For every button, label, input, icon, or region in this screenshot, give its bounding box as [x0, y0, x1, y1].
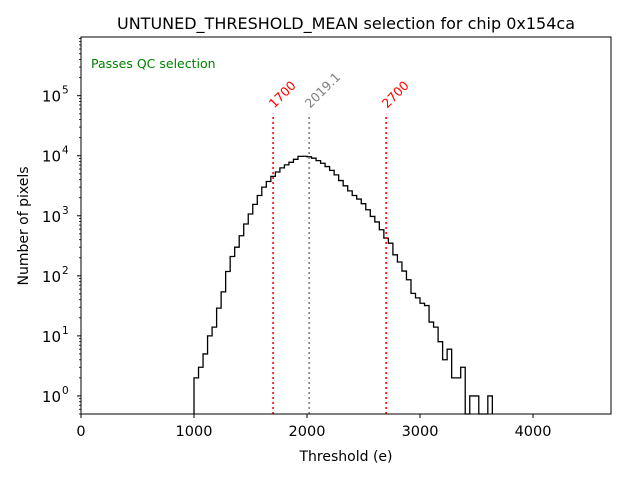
- y-tick-exponent: 5: [62, 85, 69, 97]
- histogram-bin: [257, 195, 262, 414]
- histogram-bin: [474, 396, 479, 414]
- histogram-bin: [239, 236, 244, 414]
- histogram-bin: [488, 396, 493, 414]
- histogram-bin: [262, 187, 267, 414]
- x-tick-label: 4000: [515, 424, 552, 440]
- histogram-bin: [325, 167, 330, 414]
- y-tick-label: 10: [42, 88, 61, 106]
- histogram-bin: [348, 191, 353, 414]
- histogram-bin: [312, 158, 317, 414]
- histogram-bin: [375, 222, 380, 414]
- histogram-bin: [411, 293, 416, 414]
- histogram-bin: [212, 327, 217, 414]
- histogram-bin: [226, 272, 231, 414]
- axes-frame: [80, 36, 612, 415]
- histogram-bin: [393, 255, 398, 414]
- y-tick-label: 10: [42, 148, 61, 166]
- histogram-bin: [307, 157, 312, 414]
- y-tick-exponent: 0: [62, 385, 69, 397]
- x-tick-label: 0: [76, 424, 85, 440]
- y-tick-exponent: 4: [62, 145, 69, 157]
- histogram-bin: [330, 170, 335, 414]
- histogram-bin: [248, 214, 253, 414]
- x-tick-label: 1000: [176, 424, 213, 440]
- histogram-bin: [452, 378, 457, 414]
- histogram-bin: [429, 322, 434, 414]
- histogram-bin: [293, 159, 298, 414]
- histogram-bin: [447, 349, 452, 414]
- histogram-layer: [193, 155, 493, 415]
- histogram-bin: [289, 162, 294, 414]
- x-axis-label: Threshold (e): [299, 449, 393, 465]
- histogram-bin: [235, 247, 240, 414]
- x-tick-label: 2000: [289, 424, 326, 440]
- histogram-bin: [406, 280, 411, 414]
- histogram-bin: [334, 175, 339, 414]
- histogram-bin: [253, 204, 258, 414]
- histogram-bin: [461, 367, 466, 414]
- histogram-bin: [388, 243, 393, 414]
- histogram-bin: [266, 182, 271, 414]
- histogram-outline: [193, 155, 493, 415]
- histogram-bin: [217, 308, 222, 414]
- y-axis-label: Number of pixels: [16, 166, 32, 285]
- histogram-bin: [366, 210, 371, 414]
- histogram-bin: [434, 327, 439, 414]
- x-axis: 0 1000 2000 3000 4000: [76, 414, 551, 440]
- histogram-bin: [456, 378, 461, 414]
- histogram-bin: [397, 262, 402, 414]
- y-tick-exponent: 1: [62, 325, 69, 337]
- histogram-bin: [194, 378, 199, 414]
- histogram-bin: [208, 336, 213, 414]
- histogram-bin: [339, 181, 344, 414]
- y-tick-label: 10: [42, 328, 61, 346]
- y-tick-label: 10: [42, 208, 61, 226]
- histogram-bin: [284, 165, 289, 414]
- y-tick-label: 10: [42, 388, 61, 406]
- y-tick-exponent: 3: [62, 205, 69, 217]
- histogram-bin: [470, 396, 475, 414]
- histogram-bin: [244, 224, 249, 414]
- histogram-bin: [221, 292, 226, 414]
- histogram-bin: [316, 161, 321, 414]
- x-tick-label: 3000: [402, 424, 439, 440]
- histogram-bin: [352, 195, 357, 414]
- histogram-bin: [443, 360, 448, 414]
- histogram-bin: [420, 303, 425, 414]
- y-tick-label: 10: [42, 268, 61, 286]
- histogram-bin: [357, 199, 362, 414]
- histogram-bin: [203, 354, 208, 414]
- histogram-bin: [343, 186, 348, 414]
- histogram-bin: [379, 230, 384, 414]
- histogram-bin: [438, 342, 443, 414]
- y-tick-exponent: 2: [62, 265, 69, 277]
- histogram-bin: [361, 204, 366, 414]
- histogram-bin: [415, 298, 420, 414]
- histogram-bin: [370, 216, 375, 414]
- histogram-bin: [425, 306, 430, 414]
- histogram-bin: [280, 168, 285, 414]
- chart-title: UNTUNED_THRESHOLD_MEAN selection for chi…: [117, 14, 575, 34]
- histogram-bin: [402, 271, 407, 414]
- histogram-bin: [230, 256, 235, 414]
- histogram-bin: [298, 156, 303, 414]
- histogram-bin: [275, 172, 280, 414]
- histogram-bin: [199, 367, 204, 414]
- histogram-bin: [302, 156, 307, 414]
- qc-annotation: Passes QC selection: [91, 56, 216, 71]
- histogram-bin: [321, 163, 326, 414]
